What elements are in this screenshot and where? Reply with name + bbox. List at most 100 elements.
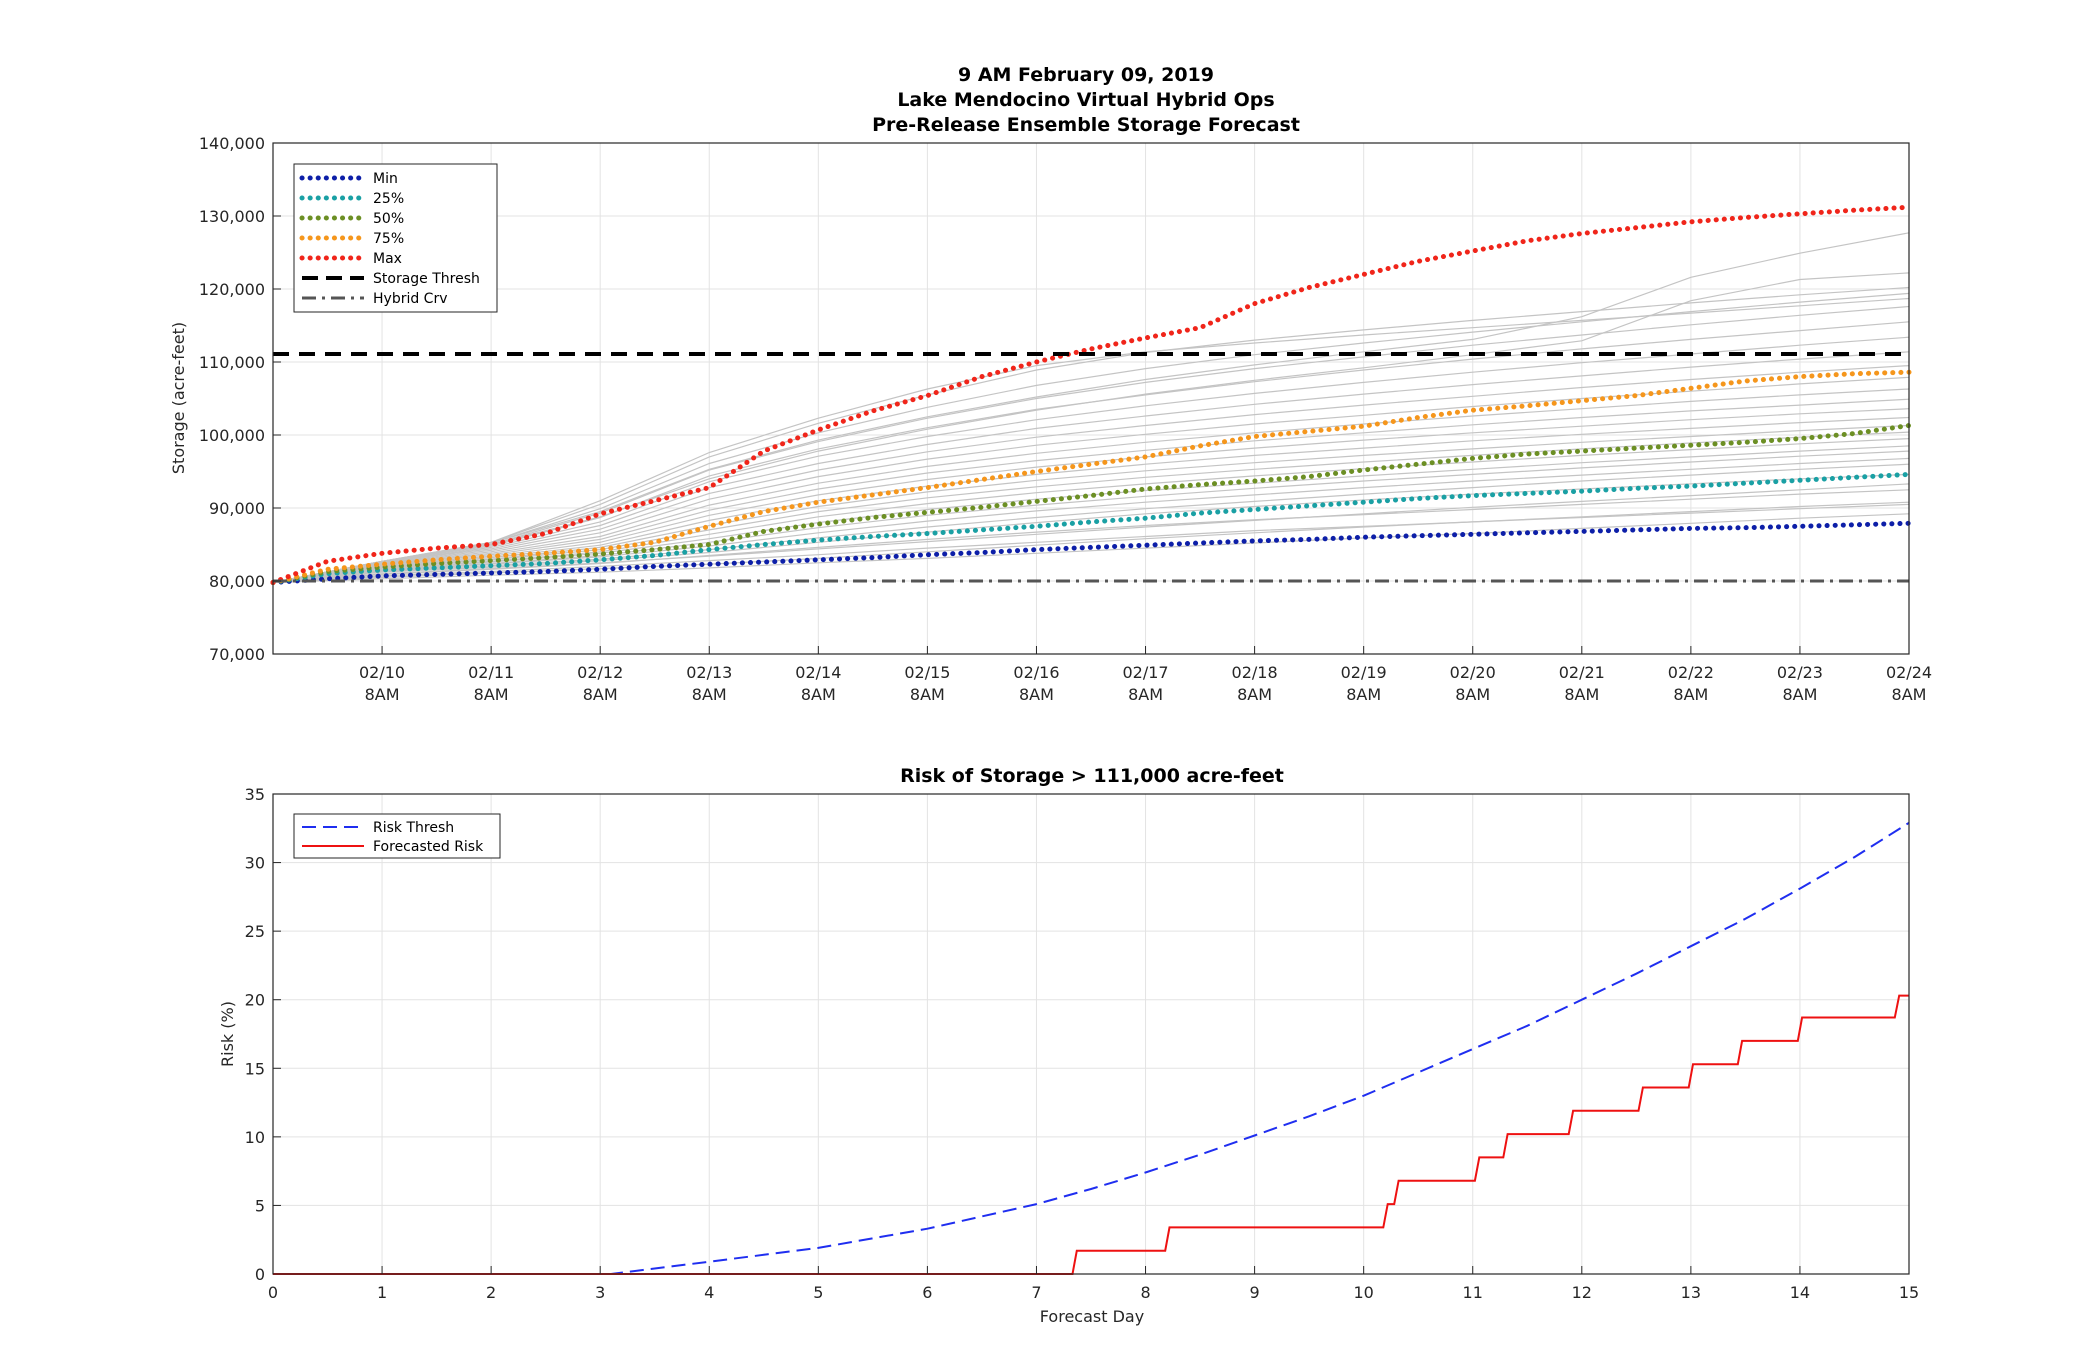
risk-tick-label-y: 30: [245, 854, 265, 873]
risk-tick-label-x: 8: [1140, 1283, 1150, 1302]
risk-tick-label-x: 6: [922, 1283, 932, 1302]
risk-legend-box: [293, 813, 501, 859]
storage-tick-date: 02/15: [904, 663, 950, 682]
storage-tick-time: 8AM: [583, 685, 618, 704]
storage-tick-time: 8AM: [474, 685, 509, 704]
legend-label-75: 75%: [373, 231, 404, 247]
risk-legend: Risk Thresh Forecasted Risk: [293, 813, 501, 859]
storage-tick-label-y: 140,000: [199, 134, 265, 153]
ensemble-member-line: [272, 297, 1910, 584]
risk-tick-label-y: 5: [255, 1196, 265, 1215]
storage-tick-time: 8AM: [1237, 685, 1272, 704]
storage-tick-date: 02/18: [1232, 663, 1278, 682]
storage-tick-date: 02/11: [468, 663, 514, 682]
ensemble-member-line: [272, 501, 1910, 584]
ensemble-member-line: [272, 457, 1910, 584]
storage-tick-date: 02/19: [1341, 663, 1387, 682]
storage-tick-time: 8AM: [1892, 685, 1927, 704]
storage-axes-box: [272, 142, 1910, 655]
risk-tick-label-x: 5: [813, 1283, 823, 1302]
risk-tick-label-x: 14: [1790, 1283, 1810, 1302]
storage-tick-time: 8AM: [1128, 685, 1163, 704]
risk-tick-label-y: 35: [245, 785, 265, 804]
ensemble-member-line: [272, 336, 1910, 584]
risk-tick-label-x: 11: [1463, 1283, 1483, 1302]
risk-tick-label-x: 9: [1250, 1283, 1260, 1302]
storage-tick-time: 8AM: [692, 685, 727, 704]
risk-title: Risk of Storage > 111,000 acre-feet: [900, 765, 1284, 787]
storage-tick-label-y: 130,000: [199, 207, 265, 226]
storage-tick-date: 02/14: [795, 663, 841, 682]
storage-legend: Min 25% 50% 75% Max Storage Thresh Hybrid Crv: [293, 163, 498, 313]
series-75-line: [270, 369, 1912, 585]
risk-tick-label-x: 13: [1681, 1283, 1701, 1302]
storage-tick-date: 02/22: [1668, 663, 1714, 682]
legend-label-max: Max: [373, 251, 402, 267]
risk-tick-label-x: 2: [486, 1283, 496, 1302]
storage-tick-date: 02/21: [1559, 663, 1605, 682]
risk-grid: [273, 794, 1909, 1274]
storage-tick-time: 8AM: [365, 685, 400, 704]
legend-label-risk-thresh: Risk Thresh: [373, 820, 454, 836]
storage-tick-label-y: 100,000: [199, 426, 265, 445]
storage-tick-time: 8AM: [1019, 685, 1054, 704]
legend-label-min: Min: [373, 171, 398, 187]
risk-plot-area: [273, 794, 1909, 1274]
storage-tick-date: 02/17: [1122, 663, 1168, 682]
series-risk-thresh-line: [273, 821, 1910, 1275]
risk-tick-label-x: 4: [704, 1283, 714, 1302]
risk-tick-label-y: 15: [245, 1059, 265, 1078]
storage-tick-date: 02/16: [1013, 663, 1059, 682]
ensemble-member-line: [272, 408, 1910, 584]
ensemble-member-line: [272, 513, 1910, 584]
legend-label-storage-thresh: Storage Thresh: [373, 271, 480, 287]
legend-label-forecasted-risk: Forecasted Risk: [373, 839, 484, 855]
legend-label-50: 50%: [373, 211, 404, 227]
series-forecasted-risk-line: [273, 994, 1909, 1275]
storage-tick-time: 8AM: [1346, 685, 1381, 704]
risk-tick-label-x: 10: [1353, 1283, 1373, 1302]
risk-tick-label-y: 25: [245, 922, 265, 941]
storage-tick-label-y: 80,000: [209, 572, 265, 591]
risk-axes-box: [272, 793, 1910, 1275]
storage-tick-label-y: 110,000: [199, 353, 265, 372]
series-50-line: [270, 423, 1912, 585]
ensemble-member-line: [272, 232, 1910, 584]
risk-tick-label-x: 15: [1899, 1283, 1919, 1302]
storage-grid: [273, 143, 1910, 654]
risk-ylabel: Risk (%): [218, 1001, 237, 1067]
storage-tick-time: 8AM: [801, 685, 836, 704]
risk-tick-label-x: 1: [377, 1283, 387, 1302]
storage-tick-date: 02/23: [1777, 663, 1823, 682]
storage-tick-date: 02/10: [359, 663, 405, 682]
storage-title-line-3: Pre-Release Ensemble Storage Forecast: [872, 114, 1300, 136]
risk-tick-label-x: 12: [1572, 1283, 1592, 1302]
storage-tick-time: 8AM: [1782, 685, 1817, 704]
ensemble-member-line: [272, 489, 1910, 584]
risk-tick-label-x: 7: [1031, 1283, 1041, 1302]
storage-tick-label-y: 90,000: [209, 499, 265, 518]
storage-ticks: 02/10 8AM 02/11 8AM 02/12 8AM 02/13 8AM 02/14 8AM…: [199, 134, 1932, 704]
risk-series: [273, 821, 1910, 1275]
ensemble-member-line: [272, 398, 1910, 584]
ensemble-member-line: [272, 286, 1910, 584]
storage-tick-time: 8AM: [910, 685, 945, 704]
ensemble-member-line: [272, 365, 1910, 584]
ensemble-member-line: [272, 503, 1910, 584]
storage-ylabel: Storage (acre-feet): [169, 322, 188, 474]
storage-tick-time: 8AM: [1564, 685, 1599, 704]
storage-tick-date: 02/12: [577, 663, 623, 682]
series-max-line: [270, 204, 1912, 585]
risk-tick-label-y: 0: [255, 1265, 265, 1284]
storage-tick-date: 02/13: [686, 663, 732, 682]
risk-tick-label-x: 3: [595, 1283, 605, 1302]
storage-forecast-plot: 9 AM February 09, 2019 Lake Mendocino Vi…: [169, 64, 1932, 704]
storage-tick-label-y: 120,000: [199, 280, 265, 299]
legend-label-hybrid-crv: Hybrid Crv: [373, 291, 448, 307]
storage-tick-date: 02/24: [1886, 663, 1932, 682]
ensemble-member-line: [272, 388, 1910, 584]
storage-plot-area: [273, 143, 1909, 654]
